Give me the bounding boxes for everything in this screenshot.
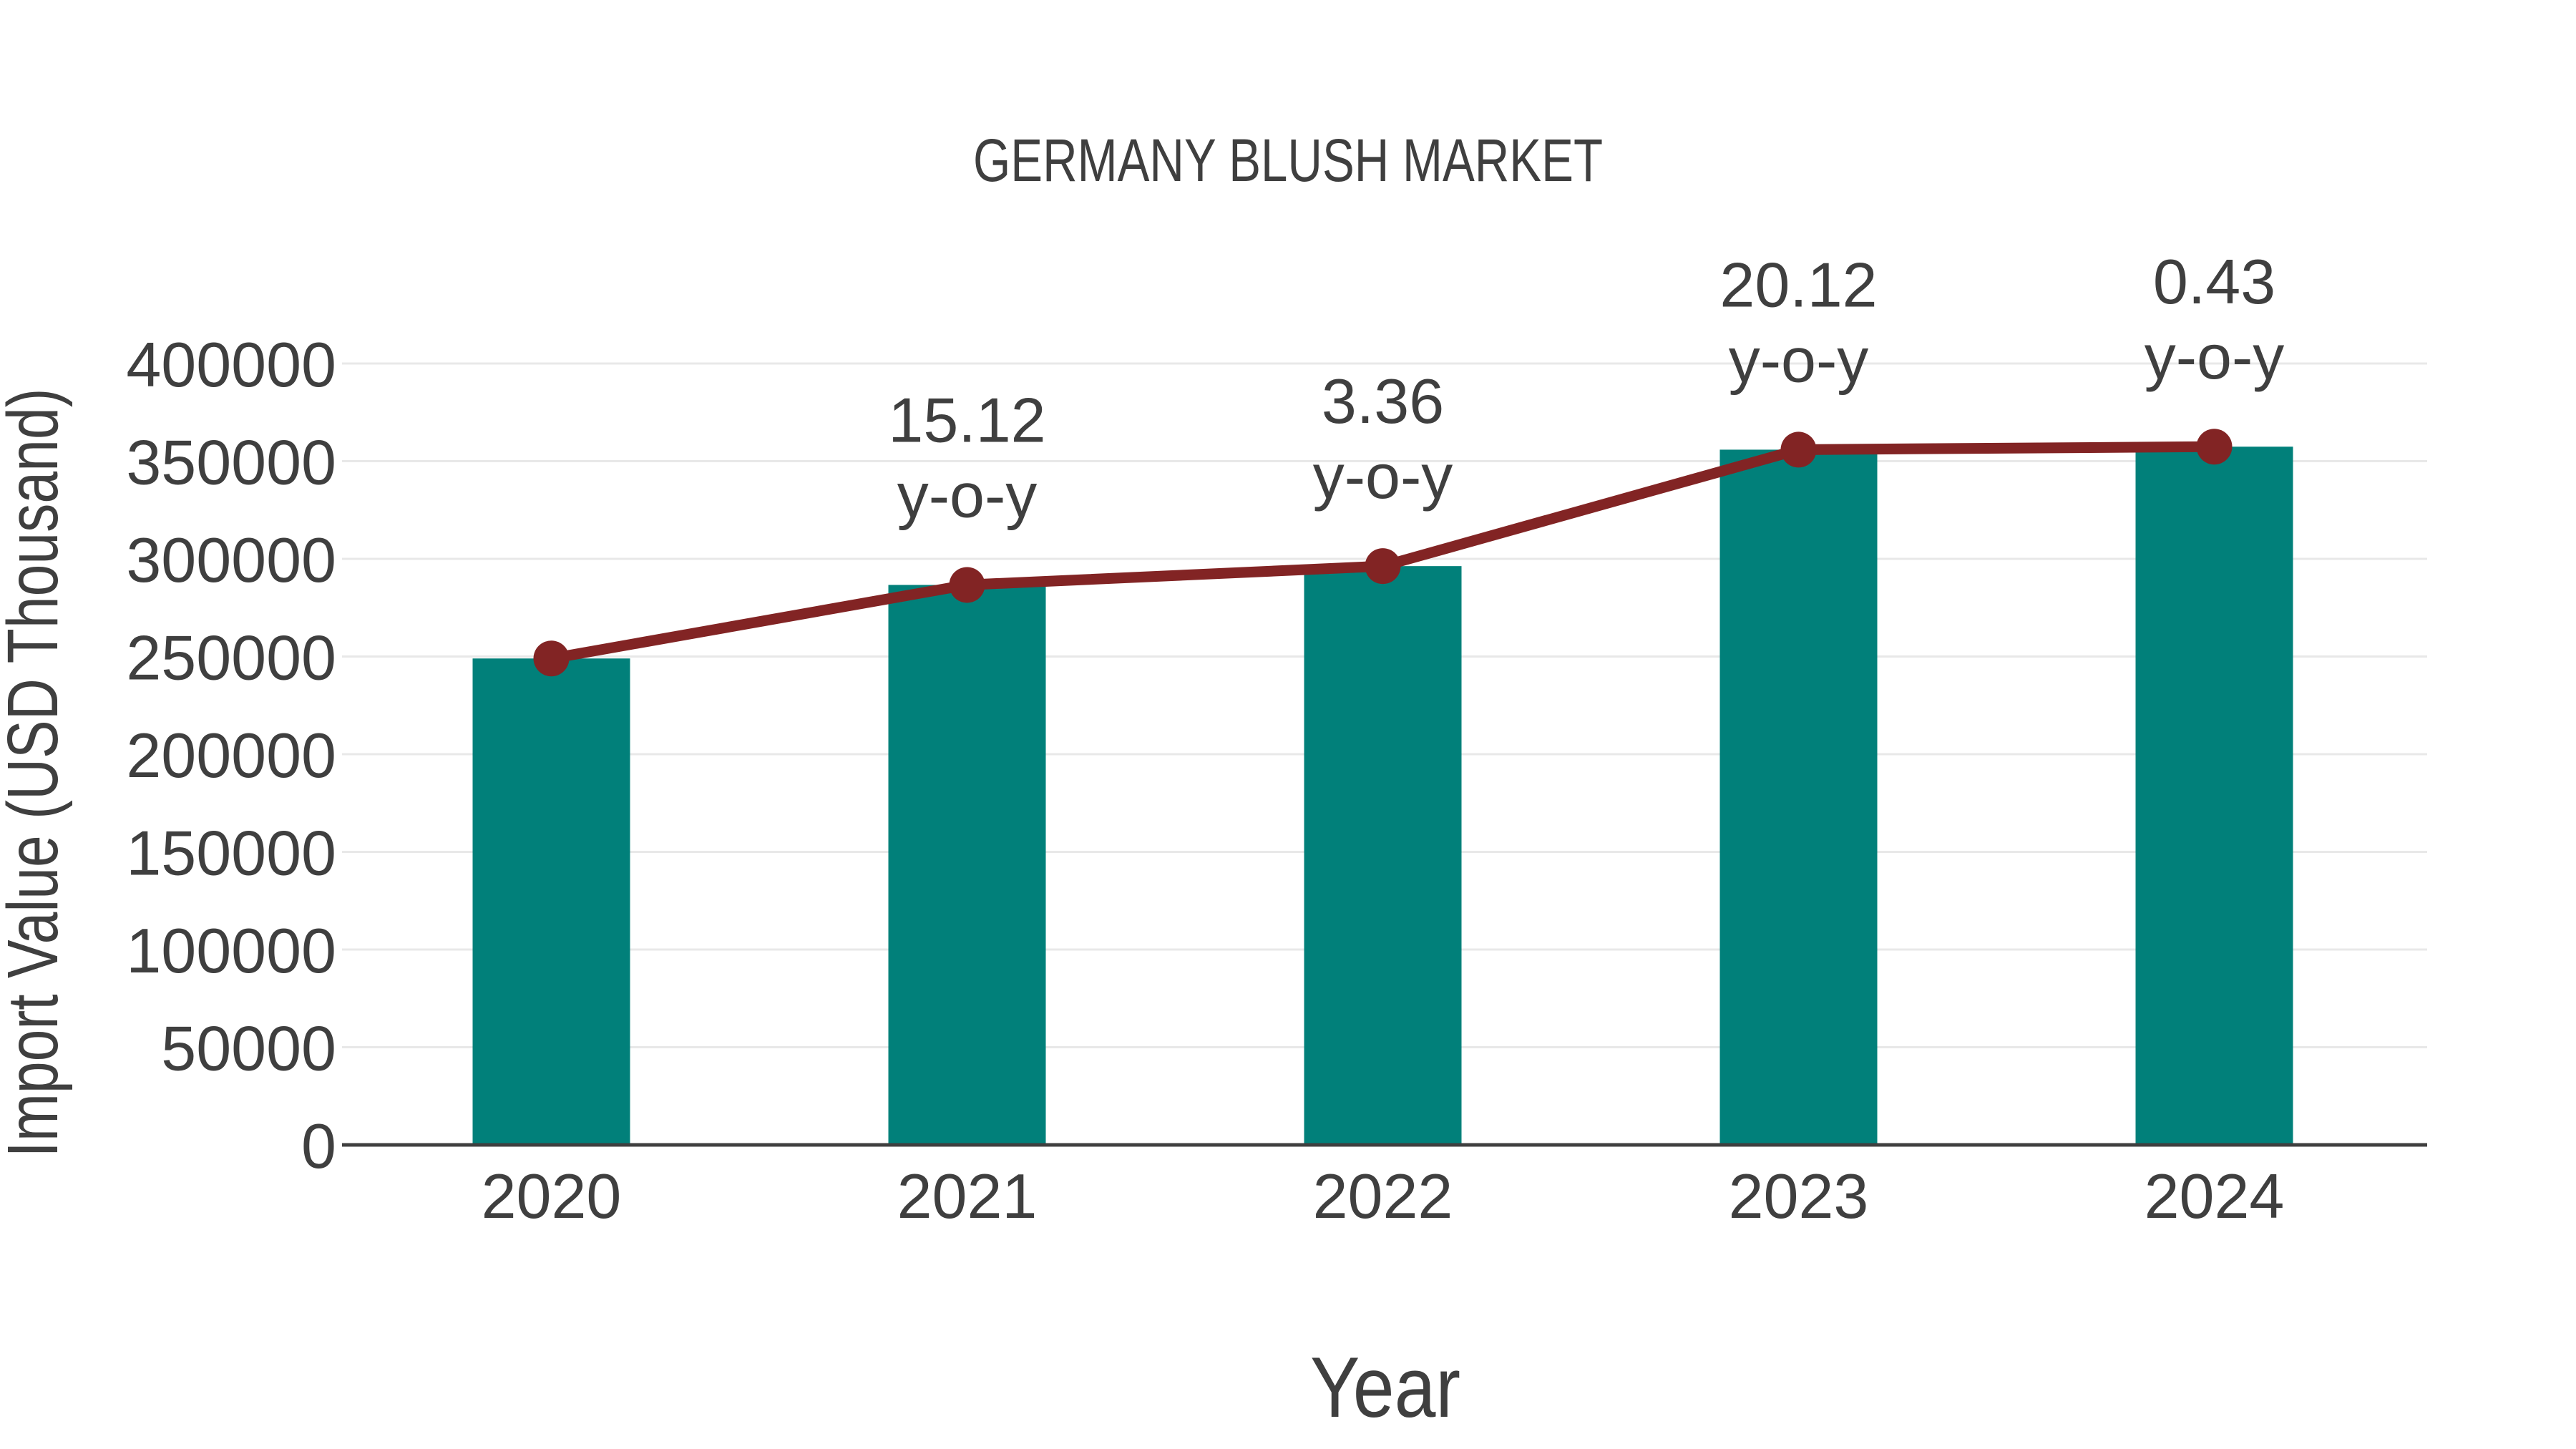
y-tick-label: 300000 — [126, 525, 336, 595]
annotation-value-2021: 15.12 — [888, 384, 1045, 455]
y-tick-label: 100000 — [126, 915, 336, 986]
marker-2022 — [1365, 548, 1401, 585]
annotation-value-2023: 20.12 — [1719, 249, 1877, 320]
annotation-suffix-2022: y-o-y — [1313, 441, 1453, 512]
x-tick-label-2023: 2023 — [1729, 1161, 1869, 1231]
y-tick-label: 200000 — [126, 720, 336, 791]
bar-2021 — [888, 585, 1046, 1145]
bar-2024 — [2135, 447, 2293, 1145]
y-axis-title: Import Value (USD Thousand) — [0, 389, 73, 1158]
y-tick-labels: 0 50000 100000 150000 200000 250000 300000 3500… — [126, 329, 336, 1181]
bar-2023 — [1719, 449, 1878, 1145]
x-axis-title: Year — [1310, 1340, 1460, 1435]
marker-2023 — [1780, 431, 1817, 468]
y-tick-label: 250000 — [126, 623, 336, 693]
x-tick-label-2024: 2024 — [2145, 1161, 2285, 1231]
annotation-value-2024: 0.43 — [2153, 246, 2275, 317]
y-tick-label: 0 — [301, 1111, 336, 1181]
y-tick-label: 400000 — [126, 329, 336, 400]
bar-series — [472, 447, 2293, 1145]
chart-title: GERMANY BLUSH MARKET — [973, 127, 1603, 194]
marker-2021 — [949, 567, 985, 603]
x-tick-label-2020: 2020 — [482, 1161, 622, 1231]
y-tick-label: 350000 — [126, 427, 336, 498]
bar-2022 — [1304, 566, 1462, 1145]
line-series — [533, 429, 2233, 677]
y-tick-label: 150000 — [126, 818, 336, 889]
annotation-suffix-2024: y-o-y — [2145, 321, 2285, 392]
annotation-suffix-2021: y-o-y — [897, 459, 1038, 530]
annotation-value-2022: 3.36 — [1322, 366, 1444, 436]
y-tick-label: 50000 — [161, 1013, 336, 1084]
marker-2024 — [2196, 429, 2233, 465]
x-tick-label-2021: 2021 — [897, 1161, 1038, 1231]
annotations: 15.12y-o-y3.36y-o-y20.12y-o-y0.43y-o-y — [888, 246, 2284, 530]
x-tick-label-2022: 2022 — [1313, 1161, 1453, 1231]
bar-2020 — [472, 658, 630, 1145]
marker-2020 — [533, 640, 570, 677]
annotation-suffix-2023: y-o-y — [1729, 324, 1869, 395]
x-tick-labels: 2020 2021 2022 2023 2024 — [482, 1161, 2285, 1231]
